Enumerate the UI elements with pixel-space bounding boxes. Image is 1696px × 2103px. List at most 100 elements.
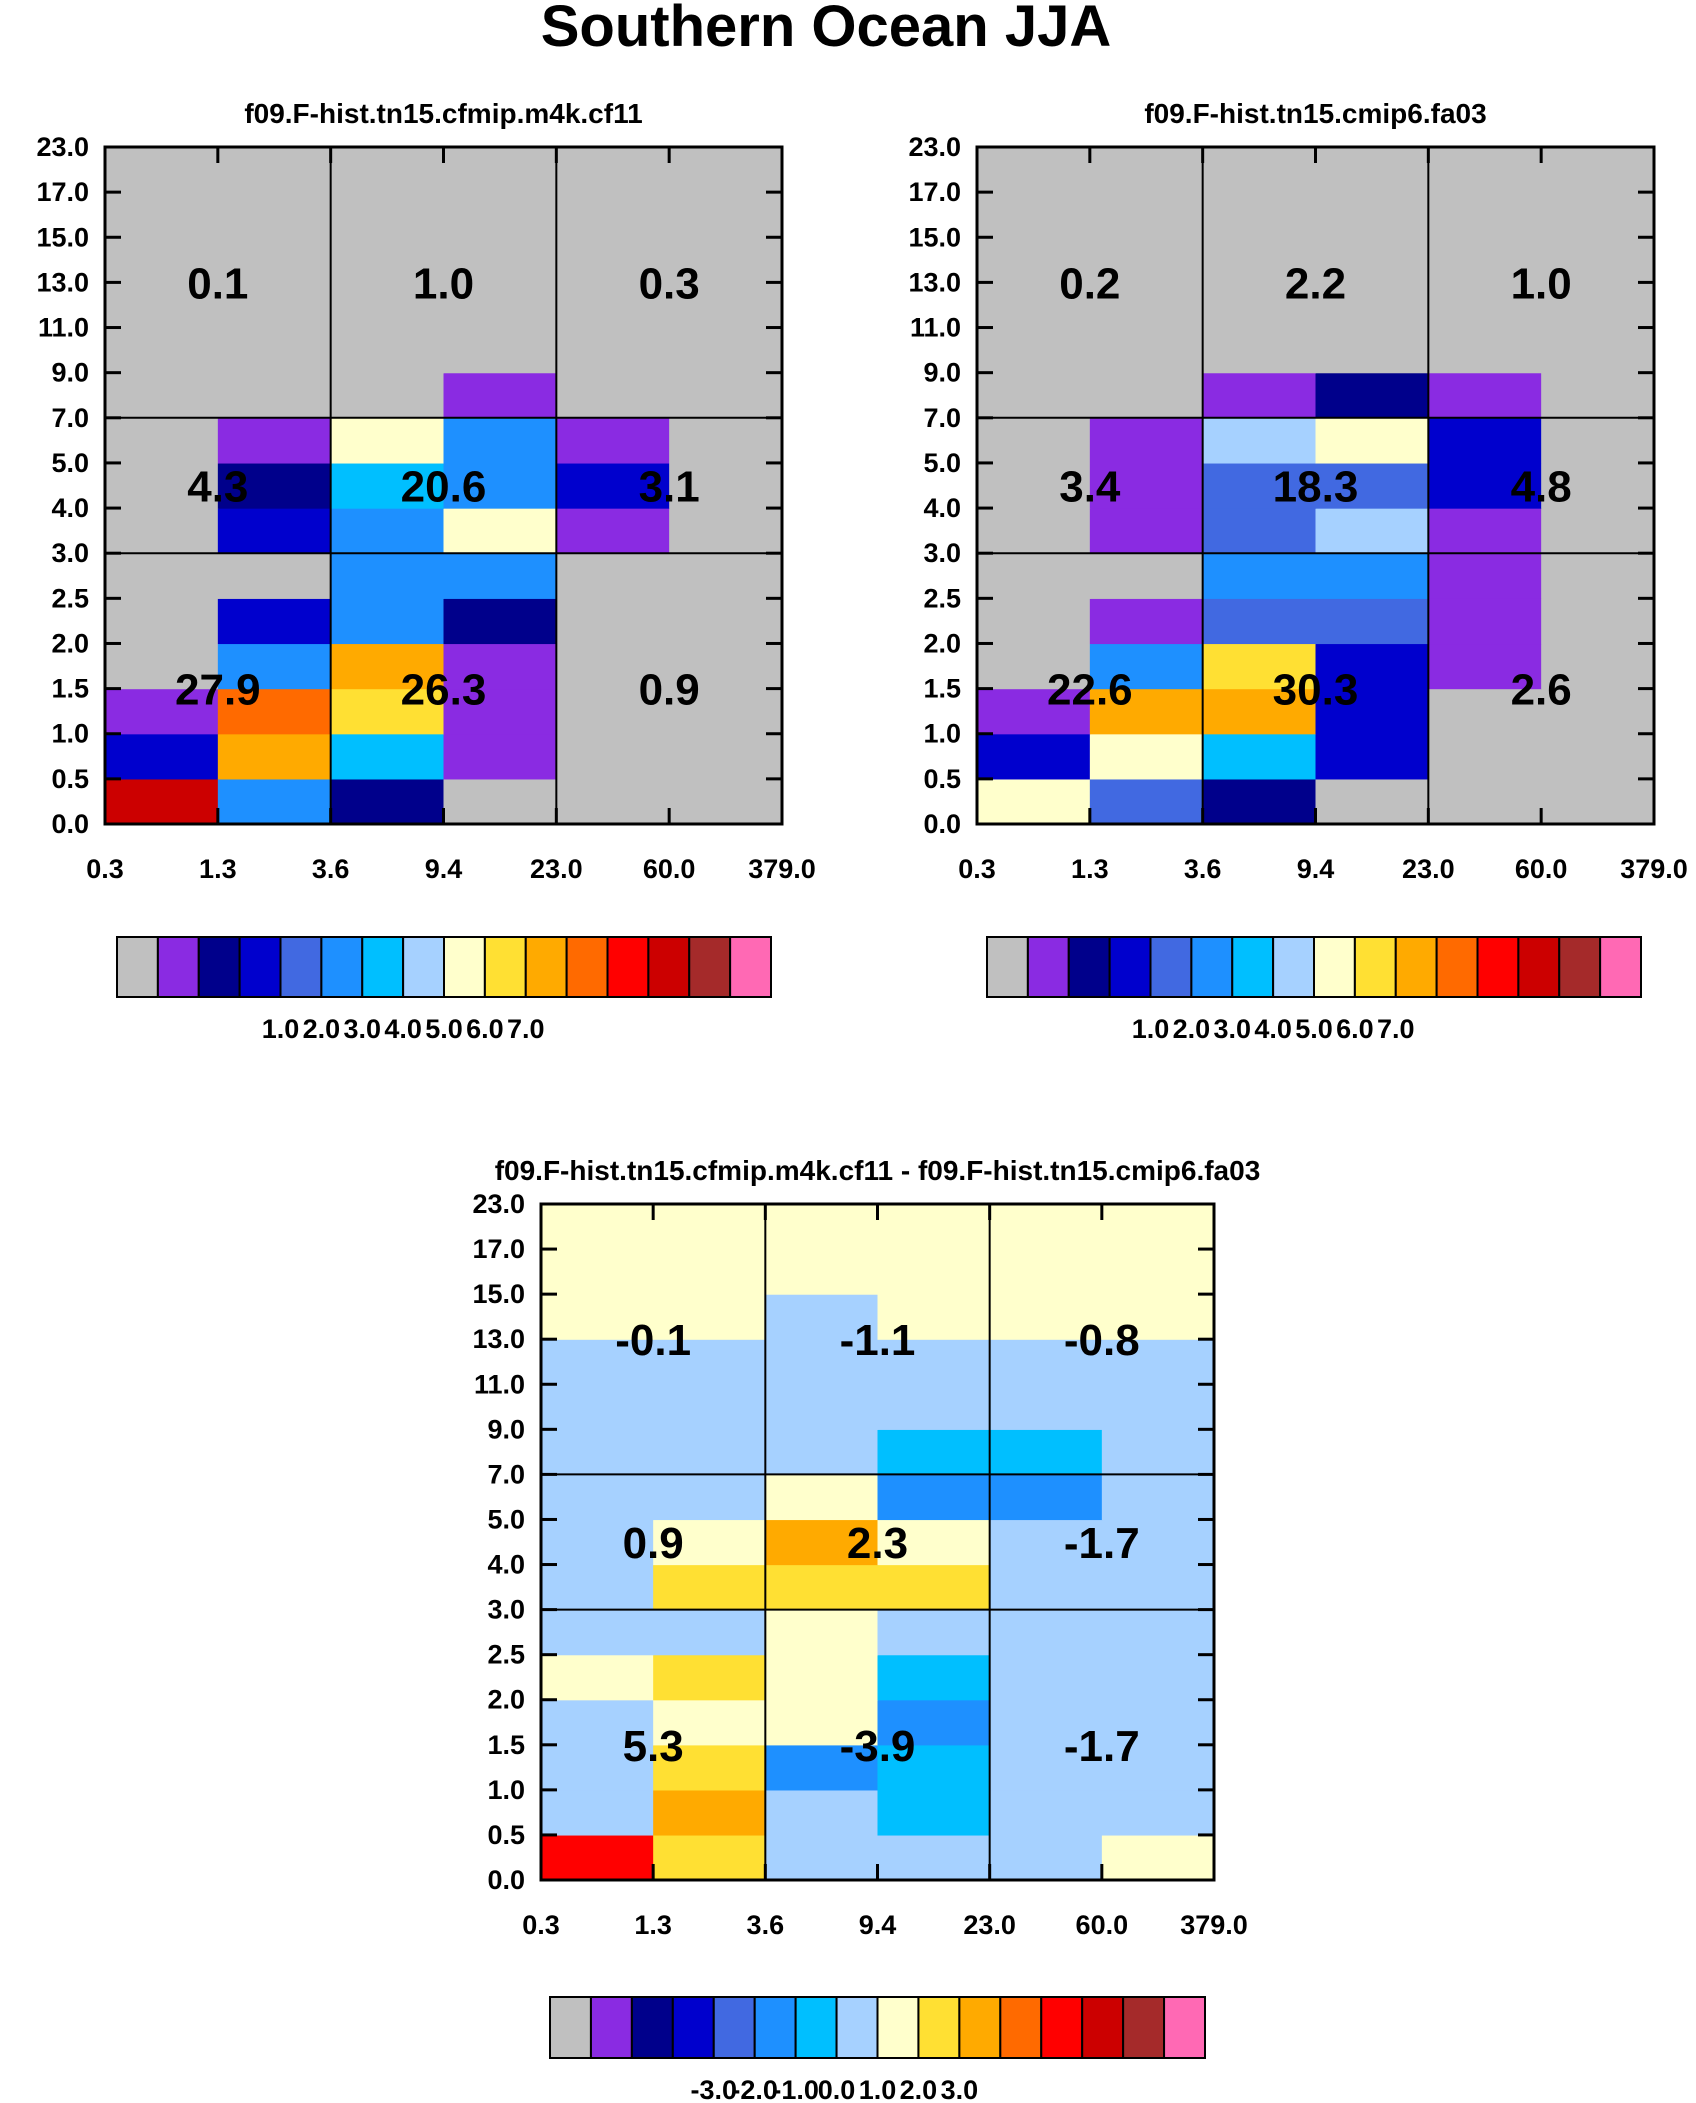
colorbar: 1.0 2.0 3.0 4.0 5.0 6.0 7.0 (116, 936, 772, 1044)
y-tick-label: 1.5 (923, 674, 961, 704)
heatmap-cell (669, 417, 783, 464)
colorbar-label: 3.0 (941, 2075, 979, 2103)
heatmap-cell (541, 1339, 654, 1385)
heatmap-cell (1089, 598, 1204, 645)
heatmap-cell (1428, 147, 1542, 193)
heatmap-cell (541, 1429, 654, 1475)
heatmap-cell (1428, 237, 1542, 283)
heatmap-cell (105, 372, 219, 419)
y-tick-label: 0.5 (51, 764, 89, 794)
colorbar-box (1040, 1996, 1084, 2059)
heatmap-cell (653, 1429, 766, 1475)
heatmap-cell (1428, 508, 1542, 554)
heatmap-cell (443, 237, 557, 283)
y-tick-label: 23.0 (472, 1189, 525, 1219)
colorbar-box (565, 936, 609, 998)
y-tick-label: 0.5 (487, 1820, 525, 1850)
group-value-label: 1.0 (413, 259, 474, 308)
colorbar-box (589, 1996, 633, 2059)
heatmap-cell (1202, 508, 1317, 554)
group-value-label: 20.6 (401, 463, 487, 512)
heatmap-cell (1101, 1429, 1215, 1475)
heatmap-cell (877, 1609, 991, 1656)
heatmap-cell (105, 688, 219, 735)
heatmap-cell (556, 508, 670, 554)
heatmap-cell (977, 598, 1091, 645)
colorbar-box (999, 1996, 1043, 2059)
heatmap-cell (977, 462, 1091, 509)
heatmap-cell (217, 192, 332, 238)
heatmap-cell (556, 553, 670, 599)
heatmap-cell (556, 237, 670, 283)
x-tick-label: 9.4 (1297, 854, 1335, 884)
heatmap-cell (669, 372, 783, 419)
heatmap-cell (989, 1564, 1103, 1611)
colorbar-label: 5.0 (425, 1014, 463, 1044)
y-tick-label: 15.0 (908, 222, 961, 252)
heatmap-cell (1202, 733, 1317, 780)
heatmap-cell (977, 508, 1091, 554)
heatmap-cell (217, 688, 332, 735)
heatmap-cell (1428, 417, 1542, 464)
heatmap-cell (877, 1654, 991, 1701)
heatmap-cell (1541, 327, 1655, 374)
heatmap-cell (877, 1519, 991, 1566)
heatmap-cell (1202, 327, 1317, 374)
heatmap-cell (330, 237, 445, 283)
colorbar-box (958, 1996, 1002, 2059)
x-tick-label: 23.0 (1402, 854, 1455, 884)
heatmap-cell (330, 598, 445, 645)
colorbar-label: 3.0 (343, 1014, 381, 1044)
heatmap-cell (541, 1249, 654, 1295)
heatmap-cell (653, 1249, 766, 1295)
heatmap-cell (1202, 462, 1317, 509)
heatmap-cell (217, 417, 332, 464)
colorbar-box (606, 936, 650, 998)
colorbar-box (1558, 936, 1602, 998)
heatmap-cell (653, 1519, 766, 1566)
panel-title: f09.F-hist.tn15.cfmip.m4k.cf11 (244, 98, 642, 129)
heatmap-cell (443, 643, 557, 690)
heatmap-cell (1541, 192, 1655, 238)
heatmap-cell (541, 1384, 654, 1430)
heatmap-cell (1101, 1339, 1215, 1385)
heatmap-cell (1089, 282, 1204, 329)
group-value-label: 4.8 (1511, 463, 1572, 512)
y-tick-label: 4.0 (487, 1550, 525, 1580)
colorbar-label: 0.0 (818, 2075, 856, 2103)
group-value-label: 0.3 (639, 259, 700, 308)
heatmap-cell (977, 417, 1091, 464)
colorbar-label: -1.0 (772, 2075, 819, 2103)
heatmap-cell (1089, 147, 1204, 193)
heatmap-cell (669, 327, 783, 374)
heatmap-cell (443, 147, 557, 193)
x-tick-label: 1.3 (1071, 854, 1109, 884)
heatmap-cell (105, 778, 219, 825)
x-tick-label: 1.3 (634, 1910, 672, 1940)
heatmap-cell (1202, 417, 1317, 464)
colorbar-box (1149, 936, 1193, 998)
heatmap-cell (989, 1204, 1103, 1250)
heatmap-cell (1089, 192, 1204, 238)
heatmap-cell (1202, 778, 1317, 825)
heatmap-cell (1089, 643, 1204, 690)
heatmap-cell (1428, 372, 1542, 419)
heatmap-cell (443, 192, 557, 238)
heatmap-cell (556, 688, 670, 735)
group-value-label: 5.3 (623, 1722, 684, 1771)
heatmap-cell (330, 733, 445, 780)
y-tick-label: 5.0 (923, 448, 961, 478)
x-tick-label: 379.0 (1180, 1910, 1248, 1940)
y-tick-label: 2.5 (923, 583, 961, 613)
y-tick-label: 4.0 (923, 493, 961, 523)
heatmap-cell (1202, 688, 1317, 735)
heatmap-cell (1428, 688, 1542, 735)
y-tick-label: 9.0 (487, 1414, 525, 1444)
heatmap-cell (1101, 1519, 1215, 1566)
group-value-label: 22.6 (1047, 666, 1133, 715)
group-value-label: 0.2 (1059, 259, 1120, 308)
heatmap-cell (1202, 192, 1317, 238)
group-value-label: -0.8 (1064, 1316, 1140, 1365)
heatmap-cell (977, 192, 1091, 238)
